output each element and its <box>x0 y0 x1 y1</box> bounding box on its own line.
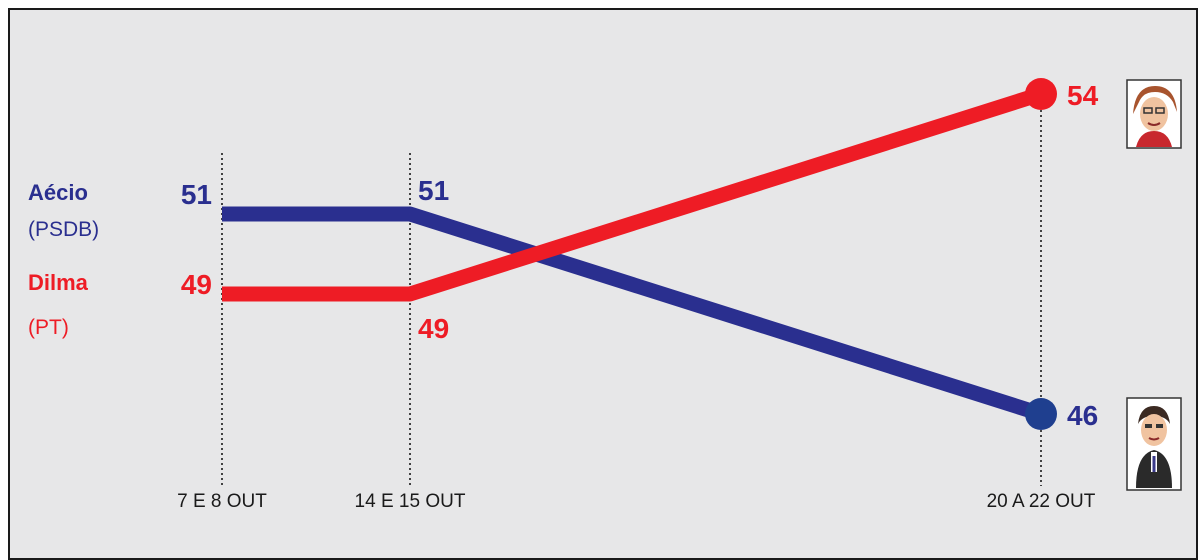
chart-frame: Aécio (PSDB) Dilma (PT) 51 51 46 49 49 54 7 E… <box>8 8 1198 560</box>
legend-series-0-name: Aécio <box>28 180 88 205</box>
value-label-1-2: 54 <box>1067 80 1099 111</box>
chart-svg: Aécio (PSDB) Dilma (PT) 51 51 46 49 49 54 7 E… <box>28 78 1182 512</box>
value-label-0-1: 51 <box>418 175 449 206</box>
x-tick-label: 14 E 15 OUT <box>355 491 466 512</box>
value-labels: 51 51 46 49 49 54 <box>181 80 1099 431</box>
legend-series-1-name: Dilma <box>28 270 89 295</box>
series-end-marker-1 <box>1025 78 1057 110</box>
legend: Aécio (PSDB) Dilma (PT) <box>28 180 99 339</box>
aecio-portrait-icon <box>1126 397 1182 491</box>
x-tick-label: 7 E 8 OUT <box>177 491 267 512</box>
series-line-0 <box>222 206 1044 422</box>
x-tick-labels: 7 E 8 OUT 14 E 15 OUT 20 A 22 OUT <box>177 491 1096 512</box>
value-label-1-0: 49 <box>181 269 212 300</box>
series-end-marker-0 <box>1025 398 1057 430</box>
value-label-0-2: 46 <box>1067 400 1098 431</box>
legend-series-1-party: (PT) <box>28 316 69 339</box>
series-line-1 <box>222 86 1044 302</box>
markers <box>1025 78 1057 430</box>
value-label-0-0: 51 <box>181 179 212 210</box>
value-label-1-1: 49 <box>418 313 449 344</box>
series-lines <box>222 86 1044 422</box>
x-tick-label: 20 A 22 OUT <box>987 491 1096 512</box>
legend-series-0-party: (PSDB) <box>28 218 99 241</box>
dilma-portrait-icon <box>1126 79 1182 149</box>
